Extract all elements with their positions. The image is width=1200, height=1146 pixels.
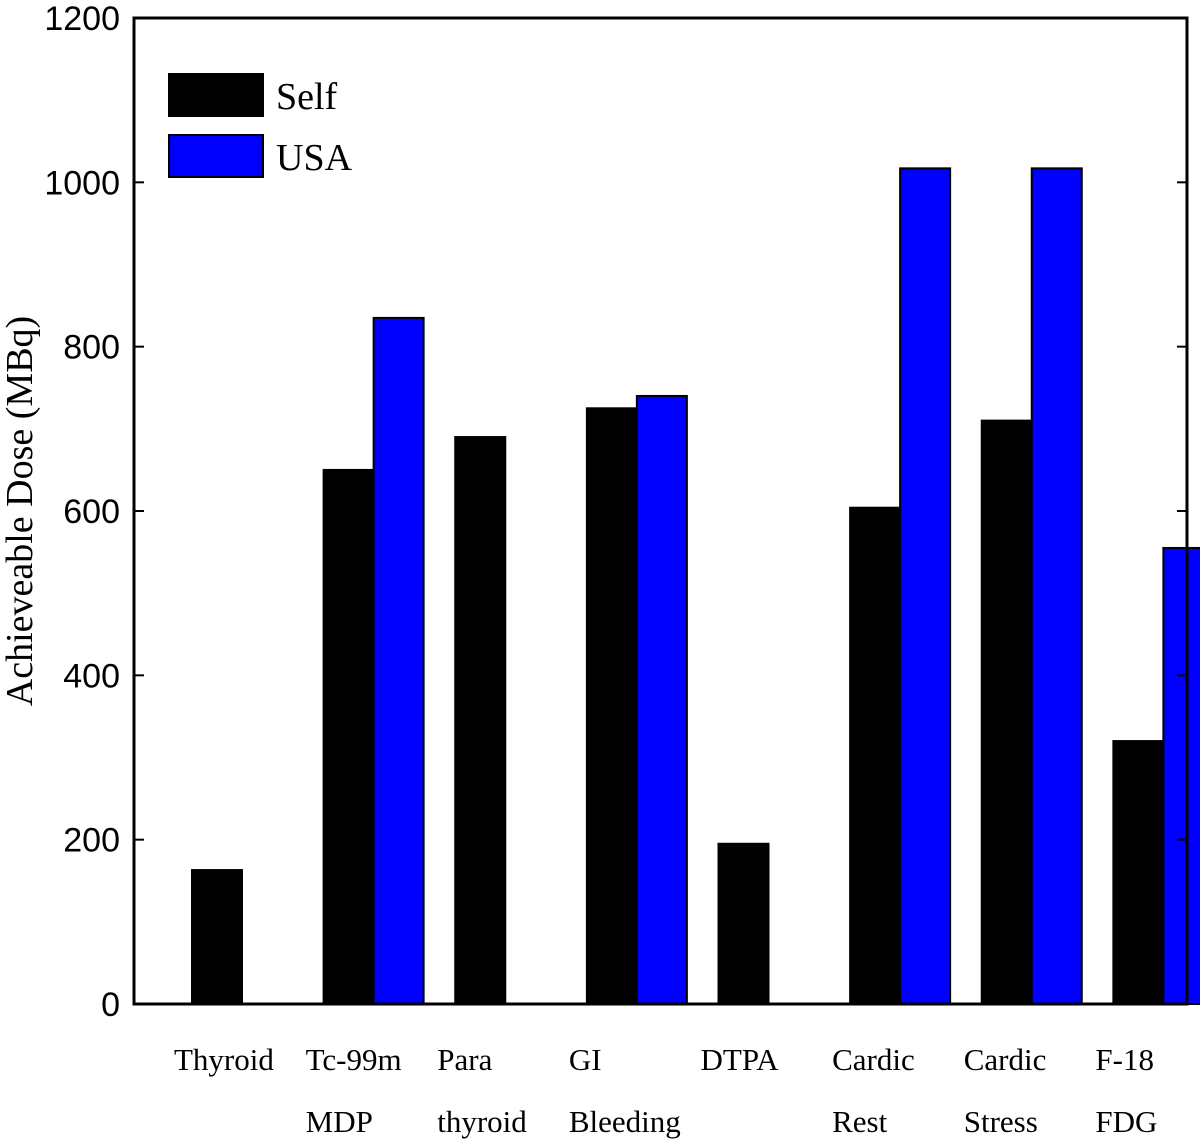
y-tick-label: 600 — [63, 493, 120, 531]
x-category-label: Cardic — [832, 1042, 915, 1077]
x-axis: Thyroid Tc-99m MDP Para thyroid GI Bleeding DTP… — [174, 1042, 1157, 1139]
y-tick-label: 1000 — [44, 164, 120, 202]
bar-self — [454, 436, 507, 1005]
bar-usa — [1162, 546, 1200, 1005]
y-axis: 0 200 400 600 800 1000 1200 — [44, 0, 1187, 1024]
bar-self — [585, 407, 638, 1005]
legend-swatch-self — [168, 73, 264, 117]
x-category-label: GI — [569, 1042, 602, 1077]
y-tick-label: 0 — [101, 986, 120, 1024]
x-category-label: Rest — [832, 1104, 888, 1139]
bars-layer — [191, 167, 1200, 1006]
x-category-label: F-18 — [1095, 1042, 1154, 1077]
x-category-label: Cardic — [964, 1042, 1047, 1077]
legend-label-self: Self — [276, 76, 338, 118]
bar-usa — [372, 316, 425, 1005]
x-category-label: Para — [437, 1042, 492, 1077]
bar-usa — [1030, 167, 1083, 1006]
y-tick-label: 200 — [63, 822, 120, 860]
bar-self — [849, 506, 902, 1005]
x-category-label: MDP — [306, 1104, 373, 1139]
y-tick-label: 1200 — [44, 0, 120, 38]
legend-label-usa: USA — [276, 137, 353, 179]
x-category-label: Tc-99m — [306, 1042, 402, 1077]
legend-swatch-usa — [168, 134, 264, 178]
bar-self — [717, 842, 770, 1006]
y-tick-label: 400 — [63, 657, 120, 695]
x-category-label: DTPA — [701, 1042, 780, 1077]
x-category-label: Thyroid — [174, 1042, 274, 1077]
bar-usa — [635, 394, 688, 1005]
y-tick-label: 800 — [63, 329, 120, 367]
bar-self — [191, 869, 243, 1006]
y-axis-title: Achieveable Dose (MBq) — [0, 316, 41, 706]
x-category-label: Stress — [964, 1104, 1038, 1139]
x-category-label: FDG — [1095, 1104, 1157, 1139]
x-category-label: Bleeding — [569, 1104, 681, 1139]
bar-usa — [899, 167, 952, 1006]
legend: Self USA — [168, 73, 353, 179]
bar-self — [980, 419, 1033, 1006]
bar-self — [322, 468, 375, 1005]
bar-self — [1112, 740, 1165, 1005]
x-category-label: thyroid — [437, 1104, 527, 1139]
